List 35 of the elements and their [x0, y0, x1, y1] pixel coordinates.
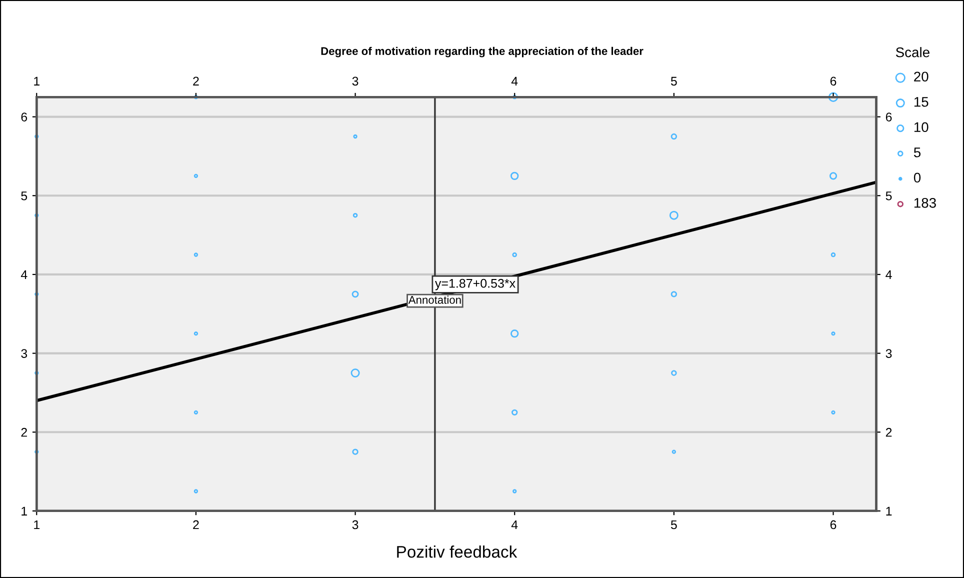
x-tick-label: 1: [34, 520, 40, 530]
x2-tick-label: 1: [34, 76, 40, 86]
y2-tick-label: 2: [886, 428, 892, 437]
y-tick-label: 1: [22, 506, 27, 516]
y-tick-label: 2: [21, 428, 27, 437]
x-tick-label: 2: [193, 520, 199, 530]
x2-tick-label: 6: [830, 76, 836, 86]
x-tick-label: 6: [830, 520, 836, 530]
x2-tick-label: 3: [352, 76, 358, 86]
y2-tick-label: 1: [886, 506, 892, 516]
text: 183: [914, 198, 936, 208]
x2-tick-label: 2: [193, 76, 199, 86]
annotation: Annotation: [408, 296, 461, 304]
y-tick-label: 3: [21, 349, 28, 358]
legend-title: Scale: [896, 47, 930, 58]
text: 0: [914, 172, 921, 183]
x-tick-label: 5: [670, 520, 677, 530]
y2-tick-label: 4: [886, 270, 892, 279]
annotation: y=1.87+0.53*x: [434, 278, 516, 290]
legend-label: 5: [914, 148, 921, 158]
y-tick-label: 6: [21, 112, 28, 122]
legend-label: 20: [914, 72, 928, 82]
x-axis-title: Pozitiv feedback: [397, 546, 518, 558]
legend-label: 15: [914, 97, 928, 107]
x2-tick-label: 4: [511, 76, 518, 86]
chart-title: Degree of motivation regarding the appreciation of the leader: [321, 46, 644, 58]
y2-tick-label: 6: [886, 112, 892, 122]
y2-tick-label: 5: [886, 192, 892, 200]
legend-label: 10: [914, 122, 928, 132]
y-tick-label: 4: [20, 270, 28, 279]
y2-tick-label: 3: [886, 349, 892, 358]
x-tick-label: 4: [511, 520, 518, 530]
x2-tick-label: 5: [670, 76, 677, 86]
x-tick-label: 3: [352, 520, 358, 530]
y-tick-label: 5: [21, 192, 28, 200]
